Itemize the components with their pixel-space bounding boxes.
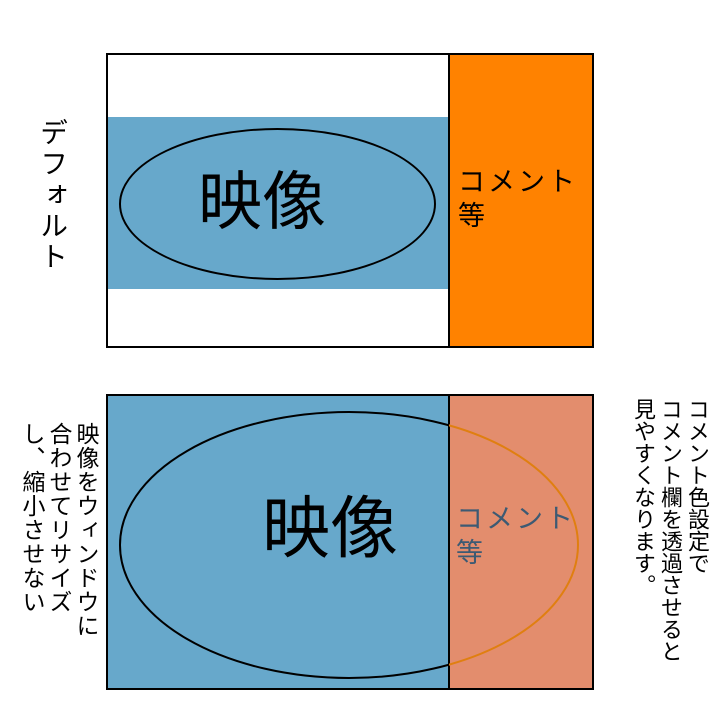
default-comment-panel xyxy=(448,53,594,348)
default-side-label: デフォルト xyxy=(36,118,69,273)
default-video-label: 映像 xyxy=(198,166,326,240)
alt-comment-label: コメント 等 xyxy=(456,504,576,569)
default-video-ellipse xyxy=(119,128,436,280)
alt-video-label: 映像 xyxy=(262,490,399,569)
default-comment-label: コメント 等 xyxy=(458,167,578,232)
left-note: 映像をウィンドウに 合わせてリサイズ し、縮小させない xyxy=(18,422,98,638)
alt-comment-panel xyxy=(448,394,594,690)
right-note: コメント色設定で コメント欄を透過させると 見やすくなります。 xyxy=(630,398,709,662)
